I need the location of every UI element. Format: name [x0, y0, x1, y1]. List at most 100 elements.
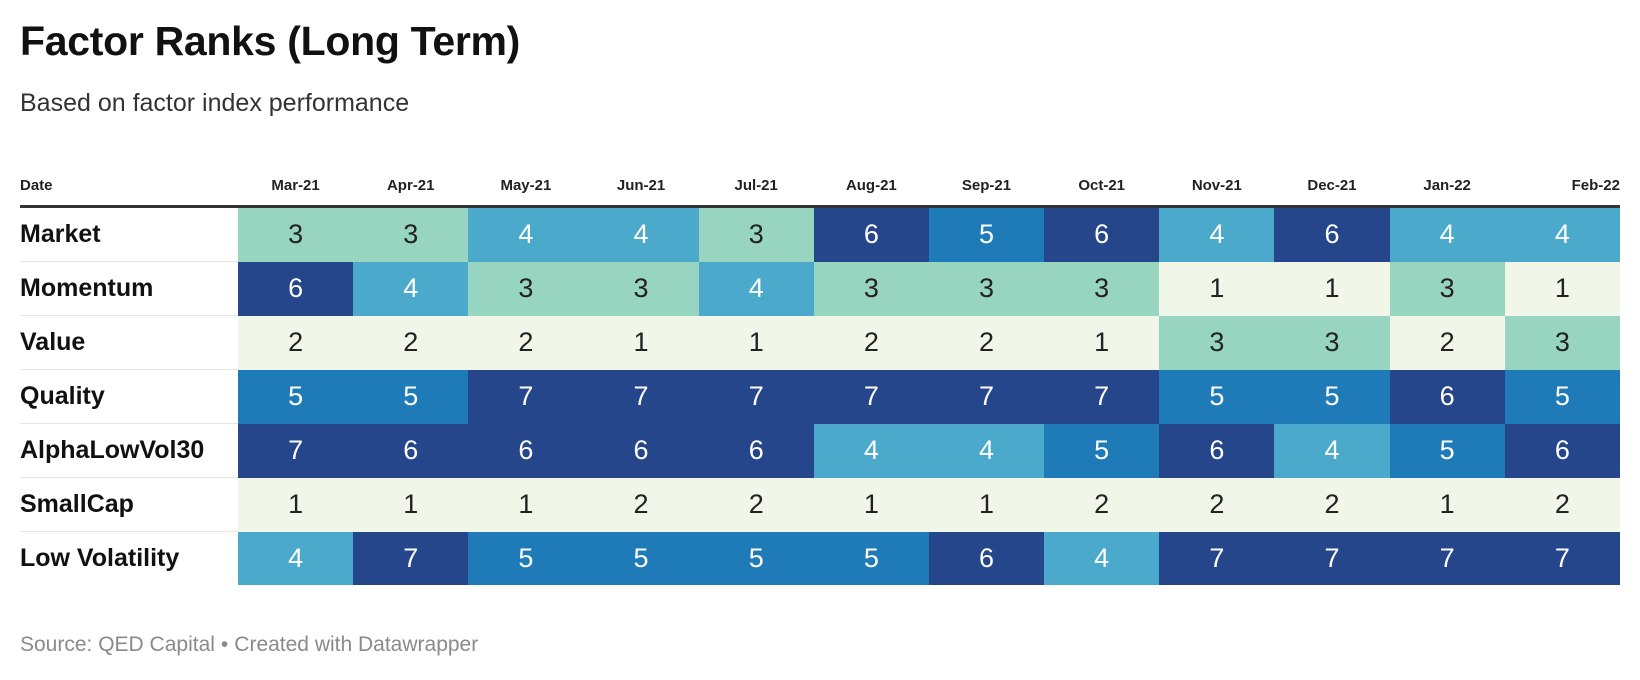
column-header-aug-21: Aug-21 [813, 166, 929, 208]
heatmap-header-row: Date Mar-21 Apr-21 May-21 Jun-21 Jul-21 Aug-2… [20, 166, 1620, 208]
heatmap-cell: 3 [1044, 261, 1160, 316]
source-note: Source: QED Capital • Created with Datawra… [20, 633, 478, 657]
heatmap-cell: 6 [928, 531, 1045, 585]
heatmap-cell: 6 [813, 206, 929, 262]
heatmap-cell: 7 [928, 369, 1045, 424]
row-label: SmallCap [20, 477, 238, 532]
heatmap-cell: 2 [1274, 477, 1390, 532]
heatmap-cell: 1 [1274, 261, 1390, 316]
table-row: Market 3 3 4 4 3 6 5 6 4 6 4 4 [20, 206, 1620, 262]
heatmap-table-wrapper: Date Mar-21 Apr-21 May-21 Jun-21 Jul-21 Aug-2… [20, 166, 1620, 585]
heatmap-cell: 5 [238, 369, 354, 424]
heatmap-cell: 6 [698, 423, 814, 478]
heatmap-cell: 1 [1504, 261, 1620, 316]
heatmap-cell: 3 [1159, 315, 1275, 370]
heatmap-cell: 2 [928, 315, 1045, 370]
heatmap-cell: 4 [1044, 531, 1160, 585]
column-header-jun-21: Jun-21 [583, 166, 699, 208]
table-row: SmallCap 1 1 1 2 2 1 1 2 2 2 1 2 [20, 477, 1620, 532]
heatmap-cell: 1 [583, 315, 699, 370]
source-label: Source: QED Capital [20, 633, 215, 656]
heatmap-cell: 1 [238, 477, 354, 532]
table-row: Value 2 2 2 1 1 2 2 1 3 3 2 3 [20, 315, 1620, 370]
heatmap-cell: 6 [238, 261, 354, 316]
heatmap-cell: 1 [468, 477, 584, 532]
column-header-dec-21: Dec-21 [1274, 166, 1390, 208]
table-row: AlphaLowVol30 7 6 6 6 6 4 4 5 6 4 5 6 [20, 423, 1620, 478]
heatmap-cell: 5 [1044, 423, 1160, 478]
row-label: Market [20, 206, 238, 262]
heatmap-cell: 2 [1159, 477, 1275, 532]
heatmap-cell: 3 [813, 261, 929, 316]
heatmap-cell: 5 [1504, 369, 1620, 424]
heatmap-cell: 2 [1044, 477, 1160, 532]
heatmap-cell: 6 [1044, 206, 1160, 262]
column-header-nov-21: Nov-21 [1159, 166, 1275, 208]
heatmap-cell: 3 [468, 261, 584, 316]
heatmap-cell: 4 [1504, 206, 1620, 262]
row-label: Low Volatility [20, 544, 180, 572]
row-label: Value [20, 315, 238, 370]
table-row: Momentum 6 4 3 3 4 3 3 3 1 1 3 1 [20, 261, 1620, 316]
heatmap-cell: 6 [1389, 369, 1505, 424]
heatmap-cell: 4 [1159, 206, 1275, 262]
heatmap-cell: 4 [353, 261, 469, 316]
heatmap-cell: 6 [583, 423, 699, 478]
heatmap-cell: 6 [1274, 206, 1390, 262]
heatmap-cell: 4 [698, 261, 814, 316]
heatmap-cell: 1 [698, 315, 814, 370]
heatmap-cell: 2 [1389, 315, 1505, 370]
heatmap-cell: 7 [1044, 369, 1160, 424]
heatmap-cell: 1 [928, 477, 1045, 532]
heatmap-cell: 5 [1274, 369, 1390, 424]
heatmap-cell: 2 [813, 315, 929, 370]
datawrapper-credit: Created with Datawrapper [234, 633, 479, 656]
row-label: AlphaLowVol30 [20, 423, 238, 478]
heatmap-cell: 2 [353, 315, 469, 370]
heatmap-cell: 5 [583, 531, 699, 585]
column-header-jul-21: Jul-21 [698, 166, 814, 208]
heatmap-cell: 3 [928, 261, 1045, 316]
heatmap-cell: 4 [238, 531, 354, 585]
heatmap-cell: 7 [813, 369, 929, 424]
heatmap-cell: 7 [1159, 531, 1275, 585]
heatmap-cell: 1 [353, 477, 469, 532]
heatmap-cell: 2 [238, 315, 354, 370]
heatmap-cell: 7 [583, 369, 699, 424]
heatmap-cell: 4 [928, 423, 1045, 478]
heatmap-cell: 5 [1159, 369, 1275, 424]
heatmap-cell: 3 [583, 261, 699, 316]
table-row: Low Volatility 4 7 5 5 5 5 6 4 7 7 7 7 [20, 531, 1620, 585]
heatmap-cell: 2 [1504, 477, 1620, 532]
heatmap-cell: 7 [238, 423, 354, 478]
heatmap-cell: 6 [353, 423, 469, 478]
heatmap-cell: 5 [353, 369, 469, 424]
heatmap-cell: 4 [1274, 423, 1390, 478]
heatmap-cell: 4 [813, 423, 929, 478]
heatmap-cell: 1 [1389, 477, 1505, 532]
row-label: Momentum [20, 261, 238, 316]
heatmap-cell: 2 [468, 315, 584, 370]
column-header-oct-21: Oct-21 [1044, 166, 1160, 208]
heatmap-cell: 7 [1274, 531, 1390, 585]
heatmap-cell: 3 [1504, 315, 1620, 370]
heatmap-cell: 3 [1274, 315, 1390, 370]
source-separator: • [220, 633, 229, 656]
heatmap-cell: 6 [1159, 423, 1275, 478]
column-header-jan-22: Jan-22 [1389, 166, 1505, 208]
heatmap-cell: 3 [353, 206, 469, 262]
heatmap-cell: 2 [698, 477, 814, 532]
heatmap-cell: 6 [468, 423, 584, 478]
heatmap-cell: 4 [468, 206, 584, 262]
chart-title: Factor Ranks (Long Term) [20, 18, 521, 64]
heatmap-cell: 3 [698, 206, 814, 262]
heatmap-cell: 7 [468, 369, 584, 424]
column-header-mar-21: Mar-21 [238, 166, 354, 208]
heatmap-cell: 2 [583, 477, 699, 532]
heatmap-cell: 4 [1389, 206, 1505, 262]
heatmap-cell: 5 [468, 531, 584, 585]
heatmap-cell: 1 [1159, 261, 1275, 316]
heatmap-cell: 7 [353, 531, 469, 585]
heatmap-cell: 7 [1504, 531, 1620, 585]
column-header-may-21: May-21 [468, 166, 584, 208]
